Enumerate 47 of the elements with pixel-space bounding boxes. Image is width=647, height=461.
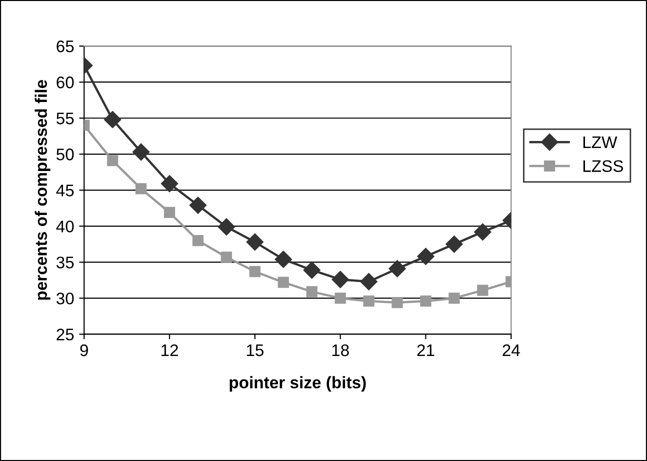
point (477, 284, 488, 296)
legend-label: LZW (583, 136, 618, 148)
point (192, 235, 204, 246)
x-axis-title: pointer size (bits) (230, 376, 366, 392)
x-tick-label: 24 (502, 344, 520, 356)
y-tick-label: 65 (56, 40, 74, 52)
point (249, 266, 260, 278)
point (107, 155, 118, 166)
y-tick-label: 40 (56, 220, 74, 232)
point (274, 250, 292, 268)
point (306, 286, 318, 298)
legend-label: LZSS (583, 160, 623, 172)
y-tick-label: 60 (56, 76, 74, 88)
x-tick-label: 9 (80, 344, 88, 356)
point (160, 175, 178, 192)
point (278, 276, 289, 288)
point (474, 223, 492, 240)
point (392, 296, 403, 308)
x-tick-label: 18 (332, 344, 349, 356)
x-tick-label: 21 (417, 344, 434, 356)
y-tick-label: 35 (56, 256, 74, 268)
point (135, 183, 147, 194)
point (220, 252, 232, 263)
x-tick-label: 15 (246, 344, 264, 356)
point (246, 233, 264, 251)
point (189, 196, 207, 214)
point (218, 218, 235, 236)
point (363, 296, 374, 307)
y-tick-label: 55 (56, 112, 74, 124)
y-tick-label: 50 (56, 148, 74, 160)
point (360, 273, 378, 290)
y-tick-label: 30 (56, 292, 74, 304)
point (334, 292, 346, 304)
point (104, 111, 122, 128)
point (388, 260, 406, 278)
y-axis-title: percents of compressed file (34, 80, 50, 300)
point (420, 296, 432, 307)
point (303, 262, 320, 279)
y-tick-label: 25 (56, 328, 74, 340)
point (164, 206, 176, 218)
x-tick-label: 12 (162, 344, 178, 356)
point (448, 292, 460, 304)
point (332, 270, 349, 288)
point (132, 143, 150, 161)
point (446, 236, 463, 253)
point (417, 248, 434, 265)
y-tick-label: 45 (56, 184, 74, 196)
